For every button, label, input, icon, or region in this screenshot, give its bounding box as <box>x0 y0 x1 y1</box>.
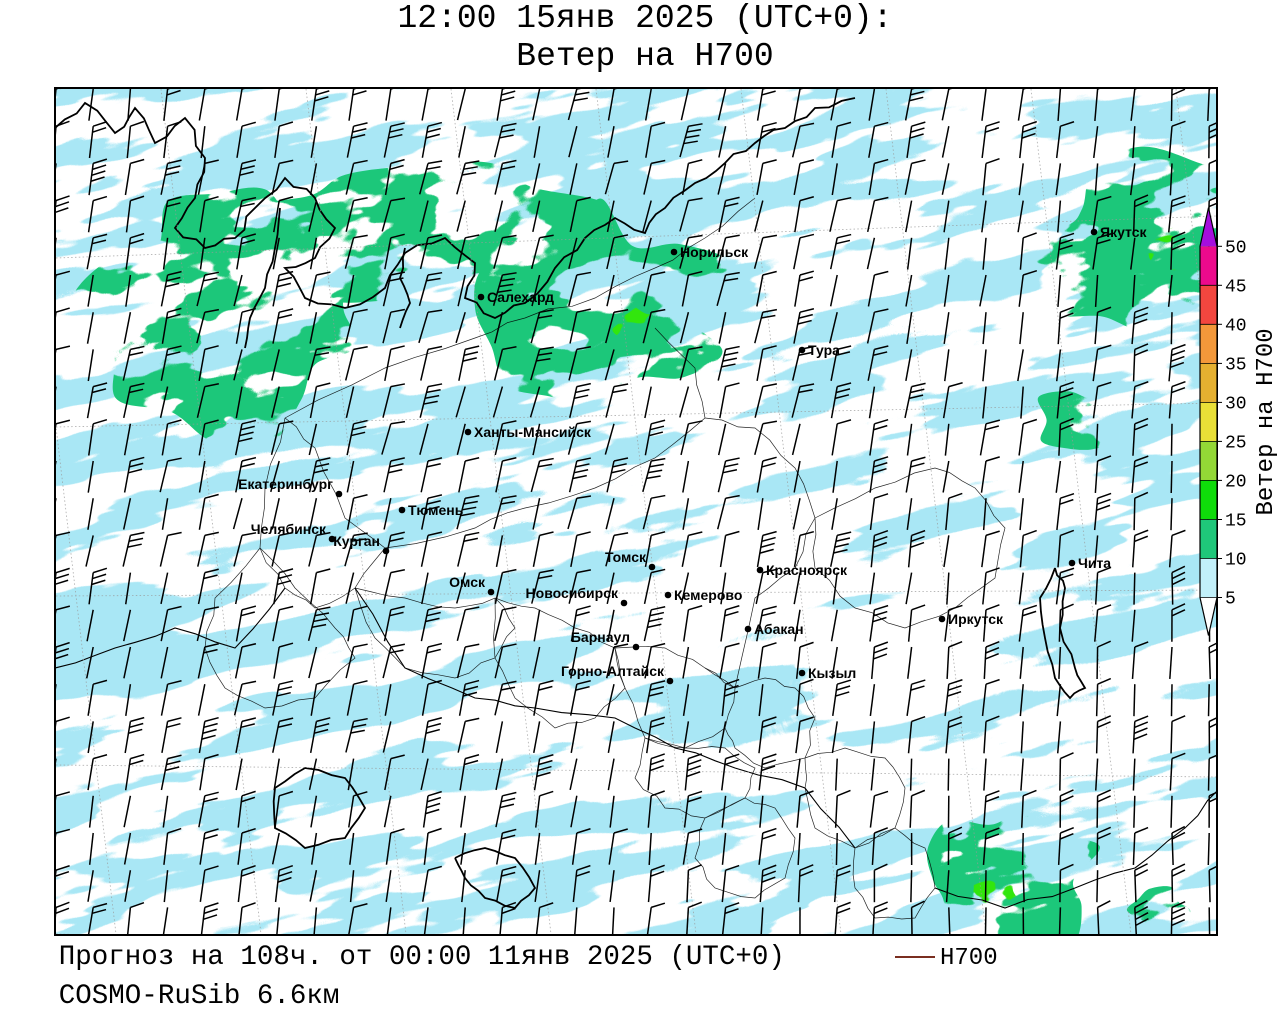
svg-text:H700: H700 <box>940 945 998 972</box>
svg-text:Барнаул: Барнаул <box>571 629 630 645</box>
svg-text:Горно-Алтайск: Горно-Алтайск <box>561 663 665 679</box>
svg-text:15: 15 <box>1225 512 1247 532</box>
svg-text:Тура: Тура <box>808 342 840 358</box>
svg-text:Красноярск: Красноярск <box>766 562 848 578</box>
svg-text:Чита: Чита <box>1078 555 1111 571</box>
svg-text:12:00 15янв 2025 (UTC+0):: 12:00 15янв 2025 (UTC+0): <box>397 0 892 37</box>
svg-text:45: 45 <box>1225 277 1247 297</box>
svg-text:Кемерово: Кемерово <box>674 587 742 603</box>
svg-text:COSMO-RuSib 6.6км: COSMO-RuSib 6.6км <box>59 981 340 1012</box>
svg-text:35: 35 <box>1225 355 1247 375</box>
svg-text:5: 5 <box>1225 590 1236 610</box>
svg-text:Норильск: Норильск <box>680 244 749 260</box>
svg-text:25: 25 <box>1225 433 1247 453</box>
svg-text:Абакан: Абакан <box>754 621 804 637</box>
svg-text:Иркутск: Иркутск <box>948 611 1004 627</box>
svg-text:Омск: Омск <box>449 574 486 590</box>
svg-text:Курган: Курган <box>333 533 380 549</box>
svg-text:30: 30 <box>1225 394 1247 414</box>
svg-text:Салехард: Салехард <box>487 289 554 305</box>
svg-text:20: 20 <box>1225 472 1247 492</box>
svg-text:Екатеринбург: Екатеринбург <box>238 476 333 492</box>
svg-text:10: 10 <box>1225 551 1247 571</box>
svg-text:Прогноз на 108ч. от 00:00 11ян: Прогноз на 108ч. от 00:00 11янв 2025 (UT… <box>59 942 785 973</box>
svg-text:Томск: Томск <box>605 549 647 565</box>
svg-text:Новосибирск: Новосибирск <box>526 585 619 601</box>
svg-text:Тюмень: Тюмень <box>408 502 464 518</box>
svg-text:Ханты-Мансийск: Ханты-Мансийск <box>474 424 592 440</box>
svg-text:Кызыл: Кызыл <box>808 665 856 681</box>
svg-text:50: 50 <box>1225 238 1247 258</box>
svg-text:Ветер на H700: Ветер на H700 <box>1253 328 1280 515</box>
svg-text:Челябинск: Челябинск <box>251 521 327 537</box>
svg-text:Ветер на H700: Ветер на H700 <box>516 38 773 75</box>
svg-text:40: 40 <box>1225 316 1247 336</box>
svg-text:Якутск: Якутск <box>1100 224 1147 240</box>
